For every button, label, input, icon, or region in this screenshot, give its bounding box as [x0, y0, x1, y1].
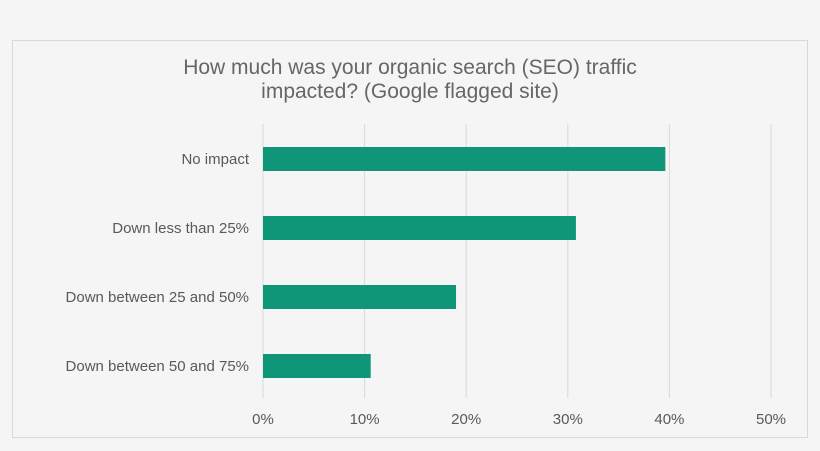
bars	[263, 147, 666, 378]
x-tick-label: 50%	[756, 411, 786, 428]
x-tick-label: 30%	[553, 411, 583, 428]
x-tick-label: 10%	[350, 411, 380, 428]
category-label: Down between 50 and 75%	[66, 358, 249, 375]
bar	[263, 354, 371, 378]
x-tick-label: 20%	[451, 411, 481, 428]
category-label: Down less than 25%	[112, 220, 249, 237]
x-tick-label: 40%	[654, 411, 684, 428]
chart-title: How much was your organic search (SEO) t…	[183, 56, 637, 103]
bar	[263, 147, 666, 171]
category-label: Down between 25 and 50%	[66, 289, 249, 306]
x-tick-label: 0%	[252, 411, 274, 428]
bar	[263, 216, 576, 240]
category-labels: No impact Down less than 25% Down between …	[66, 151, 250, 375]
category-label: No impact	[181, 151, 249, 168]
bar	[263, 285, 457, 309]
x-tick-labels: 0% 10% 20% 30% 40% 50%	[252, 411, 786, 428]
